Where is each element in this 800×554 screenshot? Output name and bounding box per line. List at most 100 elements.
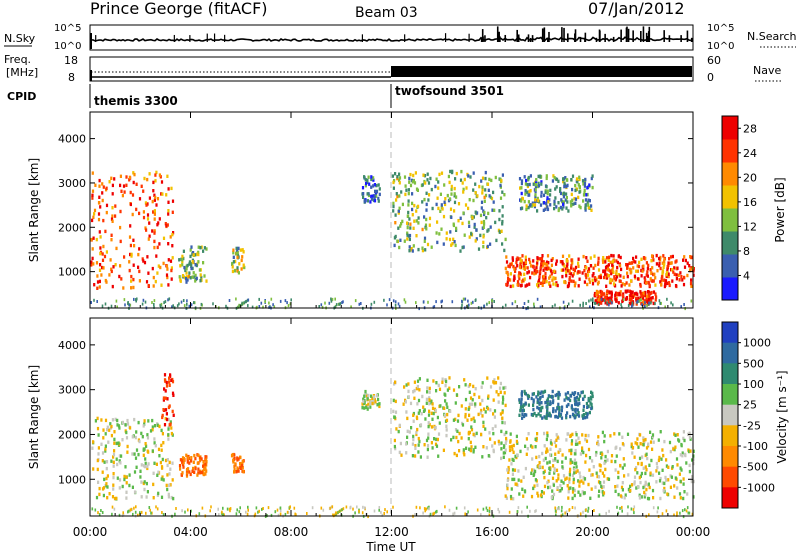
data-cell bbox=[115, 496, 118, 501]
data-cell bbox=[131, 212, 134, 217]
data-cell bbox=[472, 215, 475, 219]
data-cell bbox=[627, 487, 630, 492]
data-cell bbox=[634, 441, 637, 445]
data-cell bbox=[117, 441, 120, 445]
data-cell bbox=[500, 229, 503, 233]
data-cell bbox=[398, 194, 401, 198]
data-cell bbox=[648, 283, 651, 288]
data-cell bbox=[474, 404, 477, 408]
data-cell bbox=[156, 507, 159, 511]
data-cell bbox=[663, 439, 666, 444]
data-cell bbox=[489, 242, 492, 246]
data-cell bbox=[423, 174, 427, 178]
data-cell bbox=[370, 302, 373, 306]
data-cell bbox=[210, 505, 212, 509]
data-cell bbox=[455, 435, 458, 440]
data-cell bbox=[636, 264, 639, 268]
data-cell bbox=[141, 257, 144, 261]
data-cell bbox=[284, 512, 287, 516]
data-cell bbox=[554, 283, 558, 287]
data-cell bbox=[118, 513, 121, 517]
data-cell bbox=[666, 492, 669, 496]
data-cell bbox=[396, 194, 399, 199]
data-cell bbox=[652, 506, 655, 510]
data-cell bbox=[552, 464, 555, 468]
data-cell bbox=[404, 300, 407, 304]
data-cell bbox=[652, 290, 656, 294]
data-cell bbox=[550, 258, 553, 263]
data-cell bbox=[647, 482, 650, 486]
noise-left-tick-bottom: 10^0 bbox=[54, 41, 81, 52]
data-cell bbox=[125, 496, 128, 500]
data-cell bbox=[648, 513, 650, 517]
data-cell bbox=[587, 269, 591, 273]
data-cell bbox=[524, 182, 527, 186]
data-cell bbox=[251, 305, 254, 309]
data-cell bbox=[690, 479, 693, 484]
data-cell bbox=[671, 268, 674, 272]
data-cell bbox=[574, 197, 578, 201]
data-cell bbox=[524, 255, 527, 259]
data-cell bbox=[235, 470, 238, 474]
data-cell bbox=[373, 199, 377, 203]
data-cell bbox=[578, 277, 581, 281]
data-cell bbox=[602, 485, 605, 489]
data-cell bbox=[633, 475, 637, 479]
data-cell bbox=[474, 445, 477, 449]
data-cell bbox=[427, 300, 429, 304]
data-cell bbox=[446, 412, 449, 417]
data-cell bbox=[687, 449, 691, 454]
data-cell bbox=[565, 196, 568, 200]
data-cell bbox=[544, 416, 547, 420]
data-cell bbox=[137, 452, 140, 457]
data-cell bbox=[590, 298, 592, 302]
data-cell bbox=[200, 245, 203, 249]
data-cell bbox=[528, 257, 531, 262]
data-cell bbox=[123, 474, 126, 479]
data-cell bbox=[399, 238, 402, 242]
data-cell bbox=[130, 507, 133, 511]
data-cell bbox=[361, 511, 364, 515]
data-cell bbox=[112, 483, 115, 487]
data-cell bbox=[509, 278, 512, 282]
data-cell bbox=[169, 420, 172, 424]
data-cell bbox=[457, 439, 460, 444]
data-cell bbox=[571, 187, 574, 192]
data-cell bbox=[491, 299, 493, 302]
data-cell bbox=[418, 388, 421, 392]
data-cell bbox=[335, 511, 337, 515]
data-cell bbox=[196, 461, 199, 465]
data-cell bbox=[412, 413, 415, 417]
data-cell bbox=[474, 402, 477, 406]
data-cell bbox=[158, 173, 161, 177]
data-cell bbox=[185, 280, 188, 284]
data-cell bbox=[123, 190, 126, 194]
data-cell bbox=[95, 495, 99, 500]
data-cell bbox=[194, 263, 197, 267]
data-cell bbox=[533, 203, 537, 207]
data-cell bbox=[585, 302, 587, 305]
data-cell bbox=[406, 429, 409, 433]
data-cell bbox=[600, 484, 603, 489]
data-cell bbox=[417, 216, 420, 220]
data-cell bbox=[398, 304, 401, 308]
data-cell bbox=[442, 214, 446, 219]
data-cell bbox=[589, 305, 591, 309]
data-cell bbox=[511, 477, 514, 482]
data-cell bbox=[461, 245, 464, 250]
data-cell bbox=[242, 263, 245, 267]
data-cell bbox=[572, 392, 576, 397]
data-cell bbox=[107, 440, 110, 444]
power-colorbar-label: Power [dB] bbox=[773, 177, 787, 242]
data-cell bbox=[247, 508, 249, 512]
data-cell bbox=[306, 512, 308, 515]
data-cell bbox=[610, 459, 613, 464]
data-cell bbox=[363, 401, 366, 406]
data-cell bbox=[362, 195, 365, 199]
data-cell bbox=[439, 209, 442, 213]
data-cell bbox=[413, 380, 416, 384]
data-cell bbox=[367, 515, 369, 519]
data-cell bbox=[132, 180, 135, 185]
data-cell bbox=[469, 396, 473, 400]
data-cell bbox=[525, 178, 528, 183]
